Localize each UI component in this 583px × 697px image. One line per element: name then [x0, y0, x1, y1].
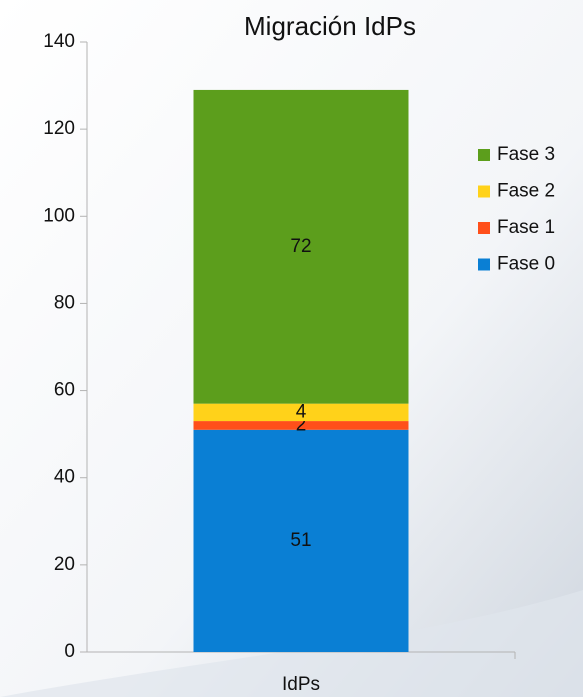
chart-title: Migración IdPs [244, 11, 416, 41]
y-tick-label: 20 [54, 554, 75, 575]
y-tick-label: 40 [54, 467, 75, 488]
data-label: 72 [290, 236, 311, 257]
y-tick-label: 0 [64, 641, 75, 662]
bar-segment [193, 421, 409, 430]
y-tick-label: 60 [54, 380, 75, 401]
y-tick-label: 140 [43, 31, 75, 52]
data-label: 4 [296, 401, 307, 422]
data-label: 51 [290, 530, 311, 551]
x-tick-label: IdPs [282, 674, 320, 695]
legend-swatch [478, 185, 490, 198]
bar-segment [193, 403, 409, 422]
y-tick-label: 80 [54, 292, 75, 313]
background-swoosh [0, 590, 583, 697]
bar-segment [193, 89, 409, 404]
legend-label: Fase 2 [497, 181, 555, 202]
legend-label: Fase 0 [497, 254, 555, 275]
legend-swatch [478, 222, 490, 234]
legend-label: Fase 1 [497, 217, 555, 238]
y-tick-label: 100 [43, 205, 75, 226]
legend-label: Fase 3 [497, 144, 555, 165]
legend-swatch [478, 258, 490, 271]
y-tick-label: 120 [43, 118, 75, 139]
bar-segment [193, 429, 409, 652]
legend-swatch [478, 149, 490, 161]
data-label: 2 [296, 414, 307, 435]
